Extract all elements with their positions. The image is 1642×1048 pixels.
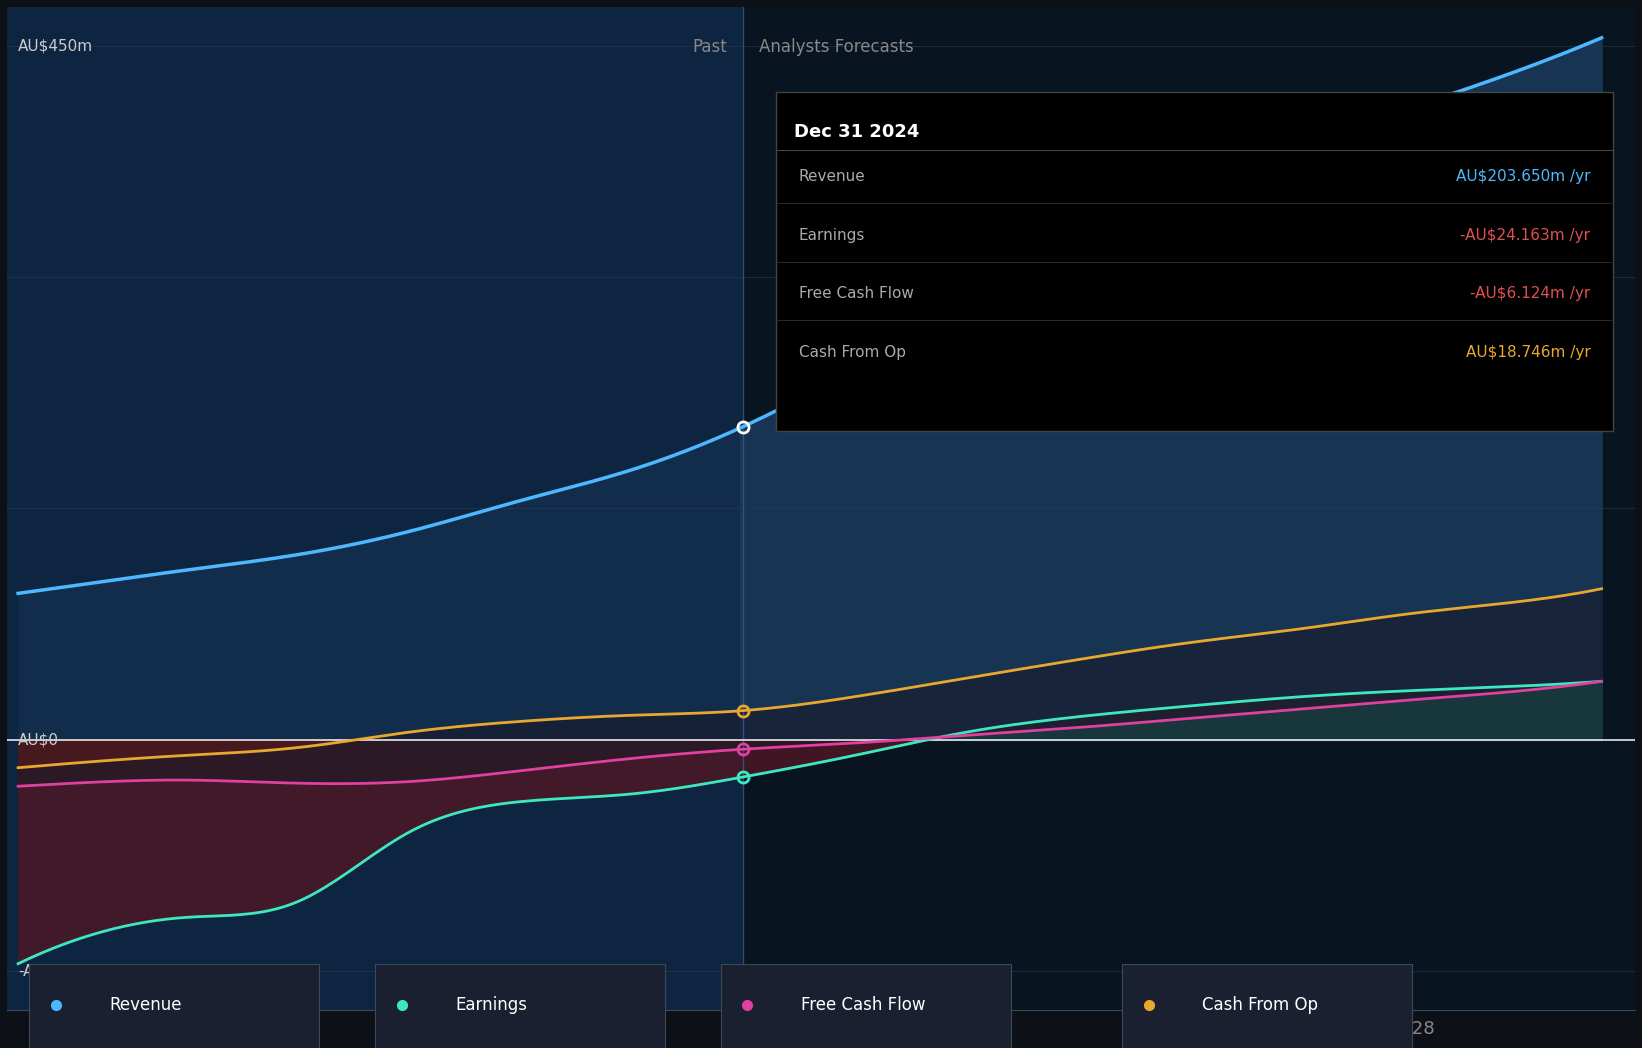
Bar (30, 964, 319, 1048)
Text: Analysts Forecasts: Analysts Forecasts (759, 38, 913, 56)
Text: AU$0: AU$0 (18, 733, 59, 747)
Text: Revenue: Revenue (110, 997, 182, 1014)
Bar (742, 7, 1635, 1010)
Text: AU$203.650m /yr: AU$203.650m /yr (1456, 169, 1591, 184)
Text: -AU$150m: -AU$150m (18, 964, 99, 979)
Text: Free Cash Flow: Free Cash Flow (801, 997, 926, 1014)
Bar (777, 92, 1612, 432)
Bar (374, 964, 665, 1048)
Bar (721, 964, 1010, 1048)
Text: AU$18.746m /yr: AU$18.746m /yr (1466, 345, 1591, 361)
Bar (1121, 964, 1412, 1048)
Text: Cash From Op: Cash From Op (1202, 997, 1319, 1014)
Text: AU$450m: AU$450m (18, 38, 94, 53)
Text: Free Cash Flow: Free Cash Flow (798, 286, 913, 302)
Text: Earnings: Earnings (455, 997, 527, 1014)
Text: Dec 31 2024: Dec 31 2024 (795, 123, 920, 140)
Text: -AU$24.163m /yr: -AU$24.163m /yr (1460, 227, 1591, 243)
Bar (7, 7, 742, 1010)
Text: Past: Past (693, 38, 727, 56)
Text: Revenue: Revenue (798, 169, 865, 184)
Text: Cash From Op: Cash From Op (798, 345, 906, 361)
Text: -AU$6.124m /yr: -AU$6.124m /yr (1470, 286, 1591, 302)
Text: Earnings: Earnings (798, 227, 865, 243)
